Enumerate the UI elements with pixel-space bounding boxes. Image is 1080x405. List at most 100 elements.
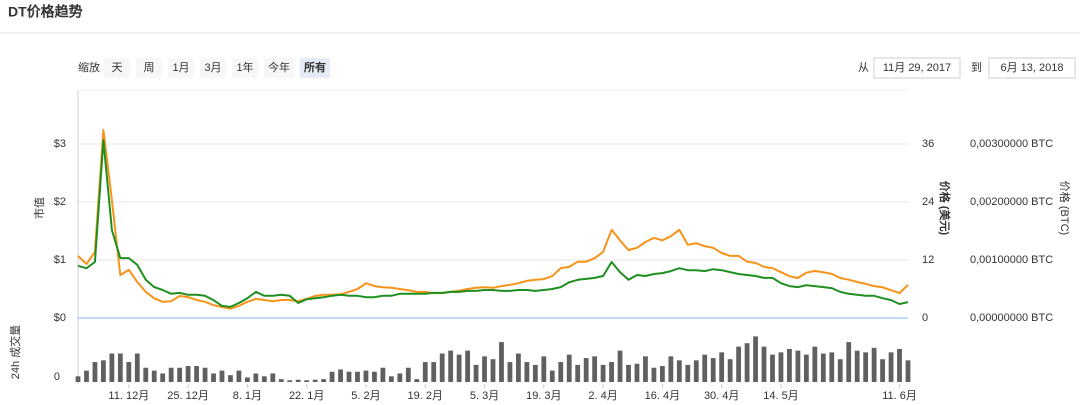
volume-bar	[465, 350, 470, 382]
page-title: DT价格趋势	[8, 4, 83, 20]
x-tick-label: 8. 1月	[233, 390, 262, 402]
volume-bar	[101, 360, 106, 382]
x-tick-label: 19. 3月	[526, 390, 561, 402]
volume-bar	[405, 367, 411, 382]
to-label: 到	[971, 61, 982, 74]
zoom-button[interactable]	[168, 58, 194, 78]
volume-bar	[397, 373, 403, 382]
volume-bar	[160, 373, 166, 382]
volume-bar	[812, 346, 818, 382]
volume-bar	[287, 380, 293, 382]
volume-bar	[837, 359, 843, 382]
price-line	[77, 129, 909, 310]
zoom-button-label[interactable]: 3月	[204, 62, 221, 74]
volume-bar	[524, 362, 530, 382]
zoom-button[interactable]	[136, 58, 162, 78]
volume-bar	[143, 367, 149, 382]
volume-bar	[600, 364, 606, 382]
zoom-button[interactable]	[232, 58, 258, 78]
volume-bar	[659, 366, 665, 382]
volume-bar	[422, 362, 428, 382]
zoom-button-label[interactable]: 今年	[268, 60, 290, 74]
x-tick-label: 22. 1月	[289, 390, 324, 402]
volume-bar	[803, 354, 809, 382]
volume-bar	[566, 354, 572, 382]
volume-bar	[414, 379, 420, 382]
y3-tick-label: 0,00000000 BTC	[970, 312, 1053, 324]
volume-bar	[202, 367, 208, 382]
volume-bar	[795, 350, 801, 382]
volume-bar	[871, 347, 877, 382]
y3-tick-label: 0,00200000 BTC	[970, 196, 1053, 208]
volume-bar	[499, 342, 504, 382]
volume-axis-title: 24h 成交量	[8, 325, 22, 379]
volume-bar	[84, 370, 89, 382]
zoom-button[interactable]	[200, 58, 226, 78]
volume-bar	[270, 373, 276, 382]
volume-bar	[456, 354, 462, 382]
y-tick-label: $3	[54, 138, 66, 150]
from-date[interactable]: 11月 29, 2017	[883, 62, 951, 74]
volume-bar	[863, 352, 869, 382]
zoom-button-label[interactable]: 1年	[236, 60, 253, 74]
volume-bar	[905, 360, 911, 382]
volume-bar	[549, 370, 555, 382]
x-tick-label: 30. 4月	[704, 390, 739, 402]
volume-bar	[134, 353, 140, 382]
volume-bar	[507, 362, 513, 382]
volume-bar	[278, 379, 284, 382]
volume-bar	[897, 348, 902, 382]
volume-bar	[558, 362, 564, 382]
x-tick-label: 11. 6月	[882, 390, 917, 402]
to-date[interactable]: 6月 13, 2018	[1001, 62, 1064, 74]
volume-bar	[211, 373, 216, 382]
volume-bar	[702, 354, 708, 382]
zoom-button-label[interactable]: 天	[112, 62, 123, 74]
zoom-button[interactable]	[264, 58, 294, 78]
volume-bar	[490, 359, 496, 382]
y2-tick-label: 12	[922, 254, 934, 266]
volume-bar	[168, 367, 174, 382]
y3-axis-title: 价格 (BTC)	[1058, 181, 1072, 235]
volume-bar	[880, 359, 885, 382]
volume-bar	[372, 371, 377, 382]
volume-bar	[575, 364, 581, 382]
from-label: 从	[858, 62, 869, 74]
to-input[interactable]	[988, 57, 1076, 79]
zoom-button-label[interactable]: 周	[144, 61, 155, 74]
volume-bar	[439, 353, 445, 382]
volume-bar	[482, 356, 487, 382]
volume-bar	[676, 360, 682, 382]
volume-bar	[321, 379, 327, 382]
volume-bar	[744, 343, 750, 382]
y-axis-title: 市值	[32, 197, 46, 219]
volume-bar	[219, 370, 225, 382]
volume-bar	[778, 352, 784, 382]
zoom-label: 缩放	[78, 60, 100, 74]
zoom-button-label[interactable]: 1月	[172, 62, 189, 74]
volume-bar	[329, 371, 335, 382]
y2-tick-label: 24	[922, 196, 934, 208]
y2-axis-title: 价格 (美元)	[938, 181, 952, 236]
volume-bar	[753, 336, 758, 382]
volume-bar	[727, 359, 733, 382]
volume-bar	[685, 364, 691, 382]
y2-tick-label: 0	[922, 312, 928, 324]
volume-bar	[92, 362, 98, 382]
volume-bar	[736, 346, 742, 382]
volume-bar	[532, 364, 538, 382]
from-input[interactable]	[873, 57, 961, 79]
zoom-button[interactable]	[104, 58, 130, 78]
volume-bar	[693, 360, 699, 382]
volume-bar	[75, 376, 81, 382]
volume-bar	[448, 350, 454, 382]
zoom-button[interactable]	[300, 58, 330, 78]
x-tick-label: 11. 12月	[108, 390, 149, 402]
volume-bar	[829, 352, 835, 382]
volume-bar	[117, 353, 123, 382]
volume-bar	[719, 352, 725, 382]
volume-bar	[312, 379, 318, 382]
volume-bar	[151, 370, 157, 382]
zoom-button-label[interactable]: 所有	[304, 60, 326, 74]
